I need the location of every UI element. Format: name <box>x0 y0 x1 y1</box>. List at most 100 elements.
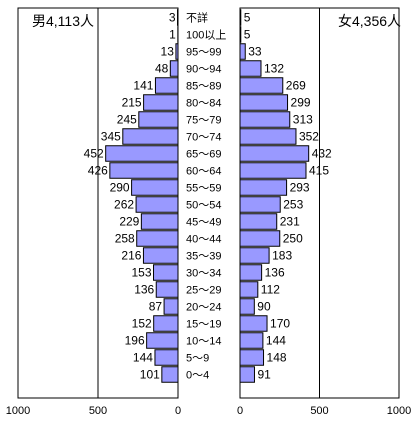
female-value-label: 313 <box>293 113 313 127</box>
male-value-label: 215 <box>122 96 142 110</box>
male-bar <box>169 60 179 77</box>
male-value-label: 3 <box>169 11 176 25</box>
female-value-label: 432 <box>312 147 332 161</box>
male-value-label: 101 <box>140 368 160 382</box>
female-bar <box>239 162 307 179</box>
male-value-label: 196 <box>125 334 145 348</box>
age-group-label: 65～69 <box>186 149 221 161</box>
female-bar <box>239 213 278 230</box>
male-value-label: 87 <box>149 300 163 314</box>
male-value-label: 426 <box>88 164 108 178</box>
age-group-label: 80～84 <box>186 98 221 110</box>
male-bar <box>153 264 179 281</box>
male-bar <box>105 145 179 162</box>
male-bar <box>146 332 179 349</box>
age-group-label: 40～44 <box>186 234 221 246</box>
female-value-label: 144 <box>266 334 286 348</box>
age-group-label: 25～29 <box>186 285 221 297</box>
age-group-label: 90～94 <box>186 64 221 76</box>
female-bar <box>239 26 242 43</box>
female-bar <box>239 145 310 162</box>
male-bar <box>140 213 179 230</box>
female-value-label: 253 <box>283 198 303 212</box>
male-bar <box>163 298 179 315</box>
male-bar <box>175 43 179 60</box>
female-axis-tick: 500 <box>310 405 328 417</box>
male-axis-tick: 500 <box>89 405 107 417</box>
female-value-label: 293 <box>290 181 310 195</box>
female-value-label: 231 <box>280 215 300 229</box>
female-bar <box>239 366 255 383</box>
age-group-label: 70～74 <box>186 132 221 144</box>
female-bar <box>239 298 255 315</box>
female-bar <box>239 9 242 26</box>
female-value-label: 5 <box>244 28 251 42</box>
male-value-label: 153 <box>131 266 151 280</box>
female-value-label: 91 <box>257 368 271 382</box>
female-bars <box>239 9 310 383</box>
female-value-label: 5 <box>244 11 251 25</box>
age-group-label: 15～19 <box>186 319 221 331</box>
female-bar <box>239 94 289 111</box>
male-axis-tick: 1000 <box>6 405 30 417</box>
male-bar <box>155 281 179 298</box>
female-axis-tick: 0 <box>237 405 243 417</box>
female-bar <box>239 179 288 196</box>
male-value-label: 290 <box>110 181 130 195</box>
male-value-label: 152 <box>132 317 152 331</box>
female-bar <box>239 60 262 77</box>
male-bar <box>135 196 179 213</box>
male-bar <box>143 94 179 111</box>
female-value-label: 132 <box>264 62 284 76</box>
male-value-label: 258 <box>115 232 135 246</box>
age-group-label: 85～89 <box>186 81 221 93</box>
male-series-title: 男4,113人 <box>32 13 94 29</box>
age-group-label: 30～34 <box>186 268 221 280</box>
age-group-label: 0～4 <box>186 370 209 382</box>
female-bar <box>239 128 297 145</box>
female-bar <box>239 111 291 128</box>
age-group-label: 20～24 <box>186 302 221 314</box>
female-value-label: 148 <box>267 351 287 365</box>
male-value-label: 245 <box>117 113 137 127</box>
age-group-label: 10～14 <box>186 336 221 348</box>
female-value-label: 299 <box>291 96 311 110</box>
male-value-label: 141 <box>133 79 153 93</box>
male-axis-tick: 0 <box>175 405 181 417</box>
age-group-label: 100以上 <box>186 29 226 42</box>
age-group-label: 不詳 <box>186 11 208 25</box>
age-group-label: 35～39 <box>186 251 221 263</box>
female-bar <box>239 247 270 264</box>
male-value-label: 262 <box>114 198 134 212</box>
age-group-label: 55～59 <box>186 183 221 195</box>
female-value-label: 112 <box>261 283 280 297</box>
age-group-label: 5～9 <box>186 353 209 365</box>
female-axis-tick: 1000 <box>387 405 411 417</box>
female-bar <box>239 281 259 298</box>
female-bar <box>239 349 265 366</box>
male-bars <box>105 9 179 383</box>
male-value-label: 229 <box>119 215 139 229</box>
male-value-label: 1 <box>169 28 176 42</box>
age-group-labels: 不詳 100以上 95～99 90～94 85～89 80～84 75～79 70～74 65～… <box>186 11 226 382</box>
male-bar <box>131 179 179 196</box>
male-bar <box>161 366 179 383</box>
male-bar <box>138 111 179 128</box>
age-group-label: 50～54 <box>186 200 221 212</box>
female-series-title: 女4,356人 <box>338 13 401 29</box>
male-bar <box>154 77 179 94</box>
female-bar <box>239 264 263 281</box>
age-group-label: 45～49 <box>186 217 221 229</box>
male-bar <box>142 247 179 264</box>
male-value-label: 13 <box>161 45 175 59</box>
female-value-label: 269 <box>286 79 306 93</box>
female-bar <box>239 77 284 94</box>
female-bar <box>239 230 281 247</box>
female-bar <box>239 196 281 213</box>
female-value-label: 90 <box>257 300 271 314</box>
male-value-label: 452 <box>84 147 104 161</box>
female-value-label: 250 <box>283 232 303 246</box>
